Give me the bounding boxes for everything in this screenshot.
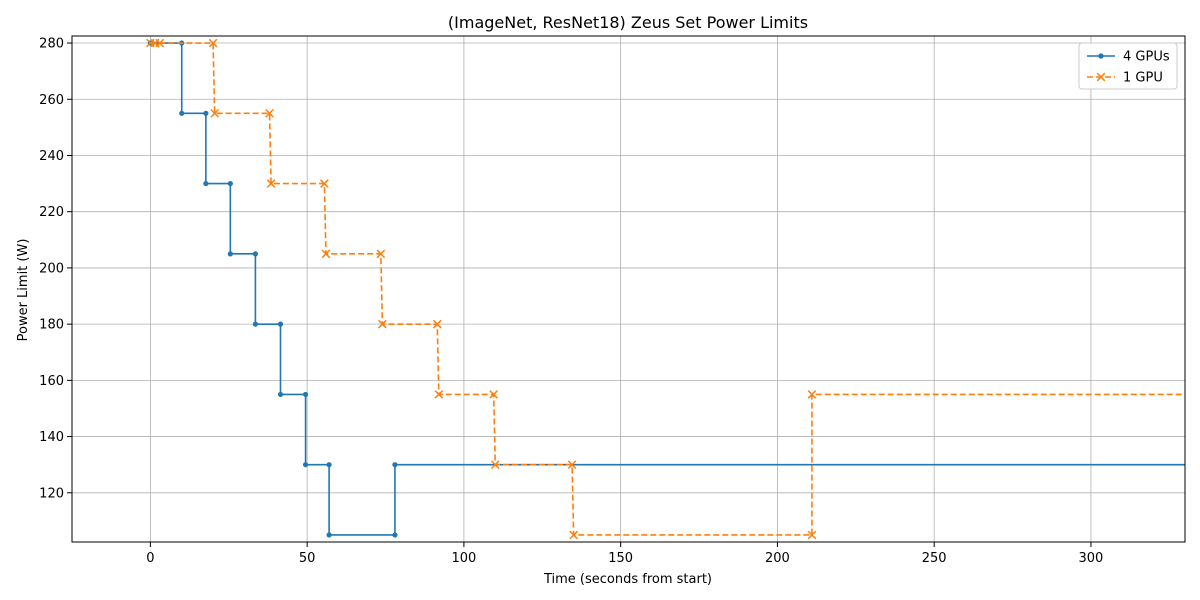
x-tick-label: 250 — [922, 551, 947, 566]
series-point — [265, 108, 274, 118]
series-point — [252, 321, 259, 327]
y-tick-label: 160 — [39, 374, 64, 389]
series-point — [252, 251, 259, 257]
series-point — [807, 530, 817, 540]
series-point — [392, 532, 398, 538]
series-point — [155, 38, 165, 48]
x-tick-label: 100 — [451, 551, 476, 566]
plot-frame — [71, 35, 1186, 543]
series-point — [208, 38, 218, 48]
series-point — [277, 321, 284, 327]
series-point — [1098, 53, 1104, 59]
y-tick-label: 120 — [39, 486, 64, 501]
legend-entry: 1 GPU — [1087, 71, 1163, 86]
series-point — [567, 460, 577, 470]
y-axis-title: Power Limit (W) — [16, 239, 31, 342]
legend-entry: 4 GPUs — [1087, 50, 1170, 65]
series-point — [266, 179, 276, 188]
series-line — [150, 42, 1185, 536]
y-tick-label: 240 — [39, 149, 64, 164]
series-one-gpu — [146, 38, 1185, 540]
series-point — [378, 319, 387, 329]
series-point — [203, 110, 209, 116]
series-point — [277, 391, 284, 398]
series-line — [150, 42, 1185, 536]
y-tick-label: 200 — [39, 261, 64, 276]
series-point — [179, 110, 185, 116]
series-point — [326, 532, 332, 538]
x-tick-label: 300 — [1079, 551, 1104, 566]
x-axis: 0 50 100 150 200 250 300 — [146, 542, 1103, 566]
y-tick-label: 180 — [39, 318, 64, 333]
x-tick-label: 200 — [765, 551, 790, 566]
series-point — [807, 390, 817, 399]
series-point — [1096, 72, 1106, 82]
series-point — [376, 249, 386, 259]
series-point — [203, 180, 209, 187]
chart-title: (ImageNet, ResNet18) Zeus Set Power Limi… — [448, 13, 808, 32]
series-point — [326, 462, 332, 468]
x-tick-label: 0 — [146, 551, 154, 566]
series-point — [569, 530, 578, 540]
y-tick-label: 280 — [39, 37, 64, 52]
series-point — [490, 460, 500, 470]
legend: 4 GPUs 1 GPU — [1078, 42, 1178, 90]
series-point — [227, 251, 233, 257]
x-tick-label: 50 — [299, 551, 316, 566]
legend-label: 4 GPUs — [1123, 50, 1170, 65]
x-tick-label: 150 — [608, 551, 633, 566]
x-axis-title: Time (seconds from start) — [543, 572, 712, 587]
series-point — [210, 108, 219, 118]
legend-label: 1 GPU — [1123, 71, 1163, 86]
series-point — [302, 462, 309, 468]
series-point — [489, 390, 499, 399]
legend-box — [1078, 42, 1178, 90]
series-point — [392, 462, 398, 468]
series-point — [302, 391, 309, 398]
series-point — [321, 249, 331, 259]
y-tick-label: 220 — [39, 205, 64, 220]
series-point — [320, 179, 329, 188]
series-layer — [146, 38, 1185, 540]
y-tick-label: 140 — [39, 430, 64, 445]
series-point — [432, 319, 442, 329]
series-point — [434, 390, 444, 399]
y-tick-label: 260 — [39, 93, 64, 108]
plot-area — [71, 35, 1186, 543]
y-axis: 120 140 160 180 200 220 240 260 280 — [39, 37, 72, 501]
series-point — [227, 180, 233, 187]
